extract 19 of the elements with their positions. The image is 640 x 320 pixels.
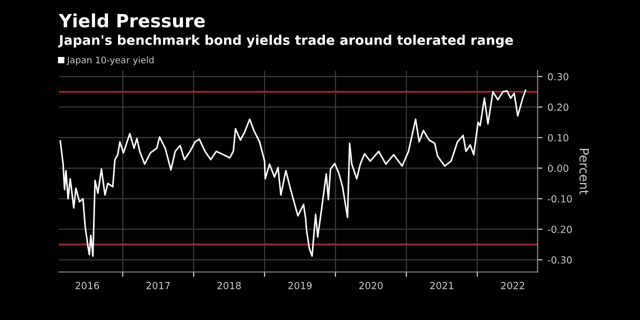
x-tick-label: 2016 <box>76 282 100 290</box>
y-tick-label: 0.20 <box>548 104 568 111</box>
x-tick-label: 2020 <box>359 282 383 290</box>
y-tick-label: -0.30 <box>548 256 572 264</box>
y-axis-title: Percent <box>579 148 589 194</box>
chart-title: Yield Pressure <box>58 13 205 28</box>
x-tick-label: 2021 <box>430 282 454 290</box>
legend-label: Japan 10-year yield <box>66 56 154 66</box>
y-tick-label: -0.20 <box>548 226 572 234</box>
x-tick-label: 2022 <box>501 282 524 290</box>
chart-subtitle: Japan's benchmark bond yields trade around tolerated range <box>58 34 513 48</box>
x-tick-label: 2018 <box>217 282 241 290</box>
y-tick-label: -0.10 <box>548 195 572 203</box>
y-tick-label: 0.30 <box>548 72 568 80</box>
x-tick-label: 2019 <box>288 282 312 290</box>
y-tick-label: 0.10 <box>548 134 568 142</box>
x-tick-label: 2017 <box>146 282 170 290</box>
y-tick-label: 0.00 <box>548 164 568 172</box>
line-series <box>60 89 526 257</box>
